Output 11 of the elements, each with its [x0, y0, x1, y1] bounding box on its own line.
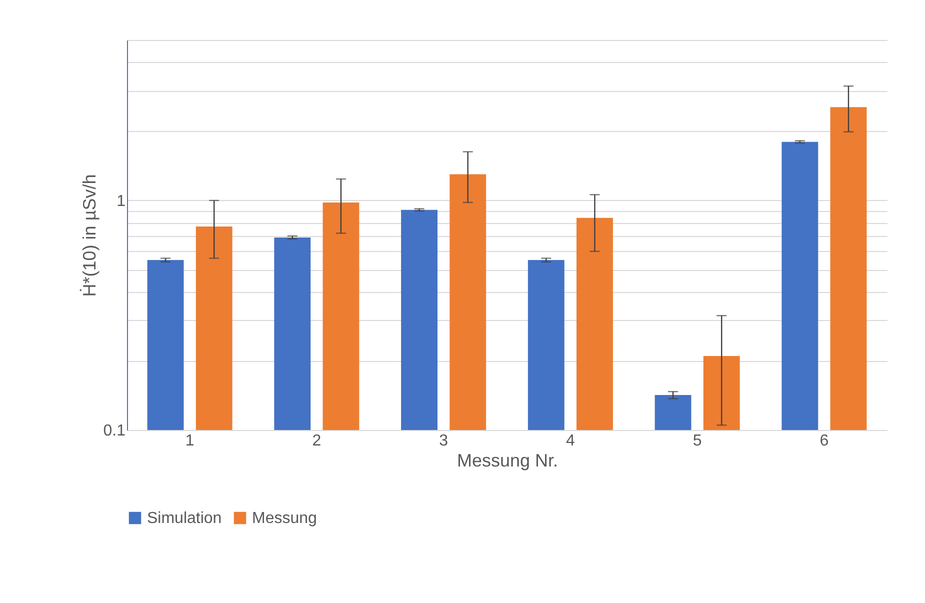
x-tick-label: 2 [312, 432, 322, 450]
x-tick-label: 4 [566, 432, 575, 450]
x-tick-label: 6 [820, 432, 829, 450]
x-tick-label: 3 [439, 432, 448, 450]
legend-label: Simulation [147, 510, 222, 527]
y-tick-label: 0.1 [103, 422, 126, 440]
y-axis-title: Ḣ*(10) in µSv/h [79, 174, 100, 297]
x-axis-title: Messung Nr. [456, 450, 558, 470]
x-tick-label: 1 [185, 432, 194, 450]
x-tick-label: 5 [692, 432, 702, 450]
legend-label: Messung [252, 510, 317, 527]
